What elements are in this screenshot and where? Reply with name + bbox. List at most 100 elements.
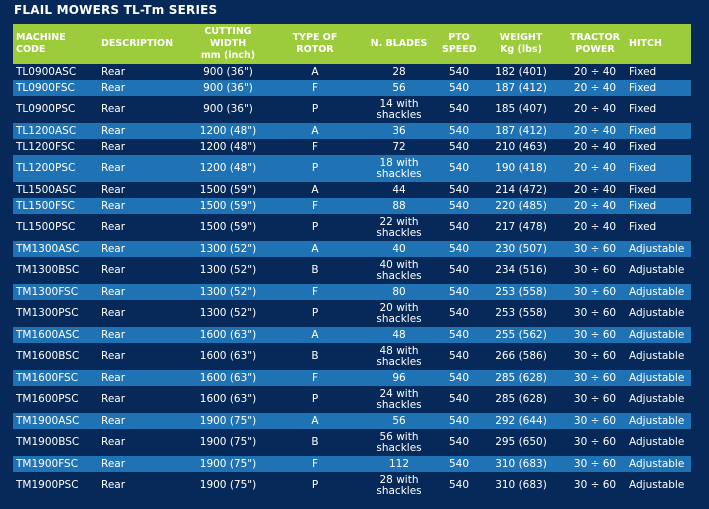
cell-blades: 88 [358, 198, 440, 214]
cell-cutting-width: 1500 (59") [184, 214, 272, 241]
cell-blades: 18 with shackles [358, 155, 440, 182]
cell-tractor-power: 20 ÷ 40 [564, 214, 626, 241]
cell-pto-speed: 540 [440, 413, 478, 429]
cell-pto-speed: 540 [440, 300, 478, 327]
cell-tractor-power: 30 ÷ 60 [564, 370, 626, 386]
cell-blades: 48 with shackles [358, 343, 440, 370]
cell-rotor-type: A [272, 123, 358, 139]
cell-weight: 230 (507) [478, 241, 564, 257]
cell-description: Rear [98, 182, 184, 198]
cell-weight: 292 (644) [478, 413, 564, 429]
cell-pto-speed: 540 [440, 198, 478, 214]
cell-pto-speed: 540 [440, 155, 478, 182]
cell-tractor-power: 30 ÷ 60 [564, 472, 626, 499]
cell-hitch: Fixed [626, 96, 691, 123]
cell-machine-code: TL0900ASC [13, 64, 98, 80]
cell-tractor-power: 20 ÷ 40 [564, 96, 626, 123]
cell-pto-speed: 540 [440, 80, 478, 96]
table-row: TM1300BSC Rear 1300 (52") B 40 with shackles 5… [13, 257, 691, 284]
cell-cutting-width: 1600 (63") [184, 370, 272, 386]
cell-tractor-power: 30 ÷ 60 [564, 327, 626, 343]
page-title: FLAIL MOWERS TL-Tm SERIES [14, 3, 218, 17]
cell-blades: 96 [358, 370, 440, 386]
cell-pto-speed: 540 [440, 327, 478, 343]
cell-machine-code: TM1300BSC [13, 257, 98, 284]
cell-weight: 210 (463) [478, 139, 564, 155]
cell-pto-speed: 540 [440, 96, 478, 123]
cell-pto-speed: 540 [440, 386, 478, 413]
col-header-hitch: HITCH [626, 24, 691, 64]
cell-hitch: Adjustable [626, 284, 691, 300]
cell-rotor-type: A [272, 327, 358, 343]
table-row: TL0900ASC Rear 900 (36") A 28 540 182 (401) 20 … [13, 64, 691, 80]
cell-description: Rear [98, 456, 184, 472]
cell-machine-code: TL1200ASC [13, 123, 98, 139]
cell-blades: 20 with shackles [358, 300, 440, 327]
cell-hitch: Adjustable [626, 413, 691, 429]
cell-weight: 187 (412) [478, 123, 564, 139]
col-header-tractor-power: TRACTOR POWER [564, 24, 626, 64]
cell-hitch: Fixed [626, 155, 691, 182]
cell-pto-speed: 540 [440, 257, 478, 284]
cell-weight: 310 (683) [478, 472, 564, 499]
cell-blades: 40 [358, 241, 440, 257]
cell-weight: 234 (516) [478, 257, 564, 284]
cell-hitch: Fixed [626, 139, 691, 155]
table-row: TM1600FSC Rear 1600 (63") F 96 540 285 (628) 30… [13, 370, 691, 386]
cell-weight: 310 (683) [478, 456, 564, 472]
table-row: TM1900FSC Rear 1900 (75") F 112 540 310 (683) 3… [13, 456, 691, 472]
col-header-pto-speed: PTO SPEED [440, 24, 478, 64]
cell-blades: 40 with shackles [358, 257, 440, 284]
cell-hitch: Adjustable [626, 370, 691, 386]
cell-description: Rear [98, 80, 184, 96]
cell-cutting-width: 1900 (75") [184, 472, 272, 499]
table-row: TL1500FSC Rear 1500 (59") F 88 540 220 (485) 20… [13, 198, 691, 214]
cell-description: Rear [98, 257, 184, 284]
cell-cutting-width: 1500 (59") [184, 198, 272, 214]
cell-blades: 22 with shackles [358, 214, 440, 241]
cell-description: Rear [98, 284, 184, 300]
cell-rotor-type: B [272, 429, 358, 456]
cell-hitch: Fixed [626, 123, 691, 139]
cell-pto-speed: 540 [440, 284, 478, 300]
cell-cutting-width: 1900 (75") [184, 456, 272, 472]
cell-cutting-width: 900 (36") [184, 64, 272, 80]
cell-blades: 112 [358, 456, 440, 472]
cell-cutting-width: 1900 (75") [184, 429, 272, 456]
cell-tractor-power: 30 ÷ 60 [564, 300, 626, 327]
cell-blades: 44 [358, 182, 440, 198]
cell-description: Rear [98, 155, 184, 182]
cell-hitch: Adjustable [626, 241, 691, 257]
cell-description: Rear [98, 139, 184, 155]
col-header-cutting-width: CUTTING WIDTH mm (inch) [184, 24, 272, 64]
cell-weight: 285 (628) [478, 370, 564, 386]
table-row: TL1500ASC Rear 1500 (59") A 44 540 214 (472) 20… [13, 182, 691, 198]
cell-description: Rear [98, 123, 184, 139]
cell-machine-code: TM1900PSC [13, 472, 98, 499]
cell-description: Rear [98, 96, 184, 123]
cell-rotor-type: F [272, 284, 358, 300]
cell-tractor-power: 30 ÷ 60 [564, 257, 626, 284]
cell-tractor-power: 20 ÷ 40 [564, 139, 626, 155]
cell-cutting-width: 900 (36") [184, 96, 272, 123]
cell-pto-speed: 540 [440, 123, 478, 139]
cell-pto-speed: 540 [440, 429, 478, 456]
cell-blades: 48 [358, 327, 440, 343]
cell-tractor-power: 20 ÷ 40 [564, 182, 626, 198]
table-row: TM1600ASC Rear 1600 (63") A 48 540 255 (562) 30… [13, 327, 691, 343]
cell-rotor-type: P [272, 300, 358, 327]
col-header-machine-code: MACHINE CODE [13, 24, 98, 64]
cell-cutting-width: 1200 (48") [184, 139, 272, 155]
cell-pto-speed: 540 [440, 456, 478, 472]
table-row: TL0900PSC Rear 900 (36") P 14 with shackles 54… [13, 96, 691, 123]
cell-hitch: Adjustable [626, 257, 691, 284]
cell-tractor-power: 30 ÷ 60 [564, 241, 626, 257]
cell-tractor-power: 20 ÷ 40 [564, 198, 626, 214]
cell-blades: 36 [358, 123, 440, 139]
cell-hitch: Fixed [626, 198, 691, 214]
cell-blades: 28 with shackles [358, 472, 440, 499]
cell-description: Rear [98, 214, 184, 241]
cell-tractor-power: 20 ÷ 40 [564, 123, 626, 139]
cell-rotor-type: B [272, 257, 358, 284]
cell-rotor-type: A [272, 64, 358, 80]
